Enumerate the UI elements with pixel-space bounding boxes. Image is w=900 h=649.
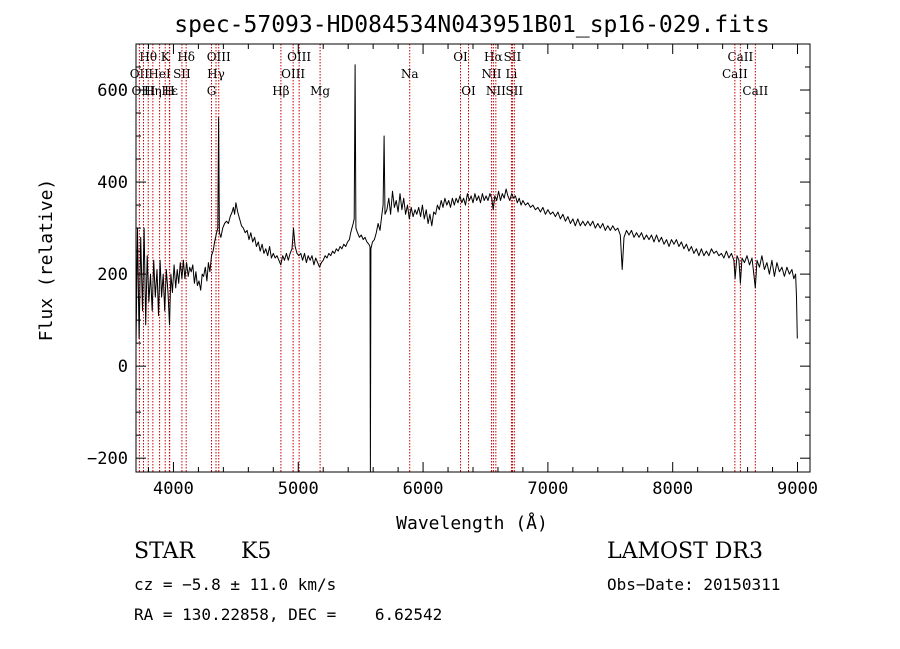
line-label-28: CaII (742, 84, 768, 98)
y-tick-label-1: 0 (118, 357, 128, 377)
line-label-17: Na (401, 67, 419, 81)
plot-frame (135, 43, 811, 473)
line-label-18: OI (453, 50, 468, 64)
survey-name: LAMOST DR3 (607, 539, 763, 564)
line-label-9: SII (173, 67, 191, 81)
x-tick-label-1: 5000 (278, 479, 319, 499)
axis-ticks-layer: 4000 5000 6000 7000 8000 9000 −200 0 200 400 600 (87, 43, 818, 499)
series-layer (135, 64, 798, 473)
line-label-12: G (207, 84, 217, 98)
x-axis-label: Wavelength (Å) (396, 512, 548, 534)
line-label-24: Li (506, 67, 518, 81)
line-label-4: HeI (148, 67, 171, 81)
line-label-14: OIII (287, 50, 311, 64)
y-tick-label-0: −200 (87, 449, 128, 469)
line-label-2: OIII (131, 84, 155, 98)
object-class: STAR (134, 539, 195, 564)
line-label-8: Hδ (177, 50, 195, 64)
line-label-10: OIII (207, 50, 231, 64)
line-label-7: H (164, 84, 174, 98)
line-label-21: NII (481, 67, 501, 81)
line-label-19: OI (461, 84, 476, 98)
line-label-3: K (161, 50, 171, 64)
line-label-25: SII (505, 84, 523, 98)
line-label-11: Hγ (207, 67, 225, 81)
y-tick-label-3: 400 (97, 173, 128, 193)
x-tick-label-0: 4000 (153, 479, 194, 499)
line-label-5: Hη (144, 84, 162, 98)
y-axis-label: Flux (relative) (36, 179, 57, 342)
x-tick-label-5: 9000 (777, 479, 818, 499)
redshift-cz: cz = −5.8 ± 11.0 km/s (134, 575, 337, 594)
line-label-6: Hε (161, 84, 178, 98)
y-tick-label-2: 200 (97, 265, 128, 285)
line-label-20: Hα (484, 50, 503, 64)
line-label-1: OII (130, 67, 150, 81)
line-label-15: OIII (281, 67, 305, 81)
x-tick-label-3: 7000 (527, 479, 568, 499)
object-subclass: K5 (241, 539, 272, 564)
line-label-26: CaII (727, 50, 753, 64)
line-label-16: Mg (310, 84, 330, 98)
line-label-13: Hβ (272, 84, 289, 98)
observation-date: Obs−Date: 20150311 (607, 575, 781, 594)
line-label-0: Hθ (139, 50, 157, 64)
x-tick-label-2: 6000 (403, 479, 444, 499)
y-tick-label-4: 600 (97, 81, 128, 101)
line-label-23: SII (504, 50, 522, 64)
ra-dec: RA = 130.22858, DEC = 6.62542 (134, 605, 443, 624)
line-label-27: CaII (722, 67, 748, 81)
line-label-22: NII (486, 84, 506, 98)
x-tick-label-4: 8000 (652, 479, 693, 499)
emission-lines-layer: Hθ OII OIII K HeI Hη HεH Hδ SII OIII Hγ G Hβ OIII OIII… (130, 44, 768, 472)
chart-title: spec-57093-HD084534N043951B01_sp16-029.f… (174, 12, 769, 38)
series-flux (135, 64, 798, 473)
